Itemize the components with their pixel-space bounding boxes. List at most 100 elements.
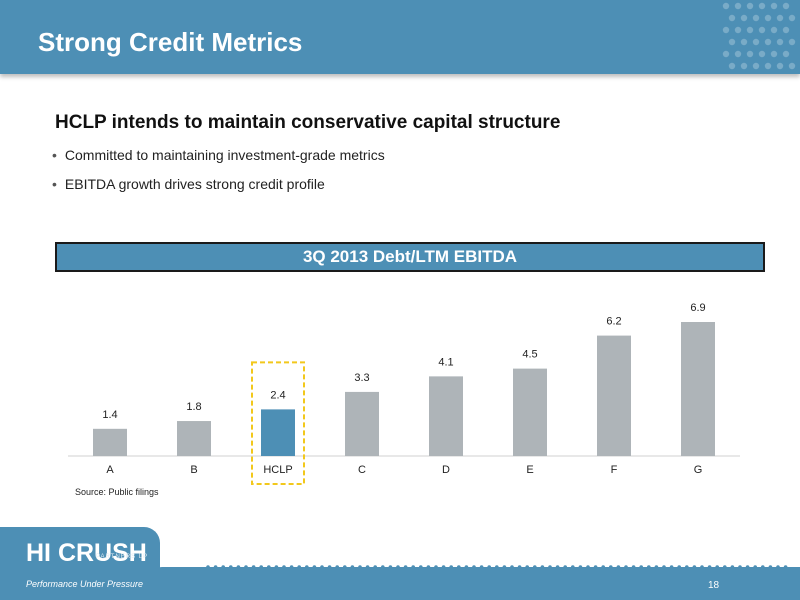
footer-dot <box>403 565 408 569</box>
footer-dot <box>700 565 704 569</box>
footer-dot <box>555 565 560 569</box>
footer-dot <box>297 565 301 569</box>
x-tick-label: F <box>611 464 618 476</box>
footer-dot <box>358 565 362 569</box>
footer-dot <box>654 565 659 569</box>
footer-dot <box>692 565 697 569</box>
x-tick-label: B <box>190 464 197 476</box>
pattern-dot <box>764 38 772 46</box>
section-heading: HCLP intends to maintain conservative ca… <box>55 112 561 133</box>
source-note: Source: Public filings <box>75 487 159 497</box>
footer-logo-panel: HI CRUSH PARTNERS LP Performance Under P… <box>0 527 160 600</box>
footer-dot <box>738 565 742 569</box>
decorative-dot-pattern <box>722 2 796 70</box>
company-tagline: Performance Under Pressure <box>26 579 144 589</box>
footer-dot <box>776 565 780 569</box>
footer-dot <box>647 565 651 569</box>
footer-dot <box>251 565 256 569</box>
data-label: 1.4 <box>102 409 117 421</box>
pattern-dot <box>734 26 742 34</box>
pattern-dot <box>782 26 790 34</box>
x-tick-label: C <box>358 464 366 476</box>
x-tick-label: A <box>106 464 114 476</box>
footer-dot <box>624 565 628 569</box>
footer-dot <box>753 565 757 569</box>
footer-dot <box>426 565 431 569</box>
pattern-dot <box>746 2 754 10</box>
company-logo-subtitle: PARTNERS LP <box>96 554 149 560</box>
pattern-dot <box>776 62 784 70</box>
footer-dot <box>761 565 765 569</box>
footer-dot <box>213 565 218 569</box>
pattern-dot <box>758 50 766 58</box>
pattern-dot <box>758 26 766 34</box>
footer-dot <box>571 565 575 569</box>
pattern-dot <box>764 62 772 70</box>
footer-dot <box>586 565 590 569</box>
pattern-dot <box>752 38 760 46</box>
footer-band <box>150 567 800 600</box>
pattern-dot <box>758 2 766 10</box>
pattern-dot <box>752 14 760 22</box>
x-tick-label: HCLP <box>263 464 292 476</box>
footer-dot <box>350 565 355 569</box>
footer-dot <box>289 565 294 569</box>
footer-dot <box>381 565 385 569</box>
footer-dot <box>783 565 788 569</box>
pattern-dot <box>788 14 796 22</box>
pattern-dot <box>722 50 730 58</box>
footer-dot <box>449 565 453 569</box>
pattern-dot <box>728 38 736 46</box>
pattern-dot <box>734 2 742 10</box>
footer: HI CRUSH PARTNERS LP Performance Under P… <box>0 527 800 600</box>
footer-dot <box>677 565 681 569</box>
footer-dot <box>685 565 689 569</box>
footer-dot <box>631 565 636 569</box>
footer-dot <box>510 565 514 569</box>
footer-dot <box>457 565 461 569</box>
footer-dot <box>487 565 492 569</box>
bar-f <box>597 335 631 456</box>
page-number: 18 <box>708 580 720 591</box>
chart-title-box: 3Q 2013 Debt/LTM EBITDA <box>55 242 765 272</box>
bullet-item: Committed to maintaining investment-grad… <box>52 146 385 175</box>
pattern-dot <box>776 14 784 22</box>
pattern-dot <box>782 2 790 10</box>
pattern-dot <box>770 26 778 34</box>
pattern-dot <box>722 2 730 10</box>
footer-dot <box>730 565 735 569</box>
pattern-dot <box>782 50 790 58</box>
bar-chart: 1.4 A 1.8 B 2.4 HCLP 3.3 C 4.1 D 4.5 E 6.2 F 6.9 G <box>68 302 740 485</box>
data-label: 2.4 <box>270 389 285 401</box>
x-tick-label: G <box>694 464 703 476</box>
data-label: 6.2 <box>606 316 621 328</box>
footer-dot <box>305 565 309 569</box>
data-label: 4.5 <box>522 349 537 361</box>
footer-dot <box>601 565 605 569</box>
footer-dot <box>274 565 279 569</box>
chart-title: 3Q 2013 Debt/LTM EBITDA <box>302 247 518 266</box>
footer-dot <box>229 565 233 569</box>
x-tick-label: E <box>526 464 533 476</box>
data-label: 4.1 <box>438 356 453 368</box>
decorative-dot-line <box>206 565 788 569</box>
footer-dot <box>396 565 400 569</box>
bar-e <box>513 368 547 456</box>
pattern-dot <box>722 26 730 34</box>
data-label: 3.3 <box>354 372 369 384</box>
footer-dot <box>419 565 423 569</box>
bar-g <box>681 322 715 456</box>
footer-dot <box>411 565 415 569</box>
data-label: 6.9 <box>690 302 705 314</box>
footer-dot <box>464 565 469 569</box>
pattern-dot <box>740 62 748 70</box>
footer-dot <box>365 565 370 569</box>
bullet-item: EBITDA growth drives strong credit profi… <box>52 175 385 204</box>
footer-dot <box>723 565 727 569</box>
footer-dot <box>495 565 499 569</box>
footer-dot <box>373 565 377 569</box>
footer-dot <box>616 565 621 569</box>
x-tick-label: D <box>442 464 450 476</box>
pattern-dot <box>740 14 748 22</box>
page-title: Strong Credit Metrics <box>38 27 303 57</box>
